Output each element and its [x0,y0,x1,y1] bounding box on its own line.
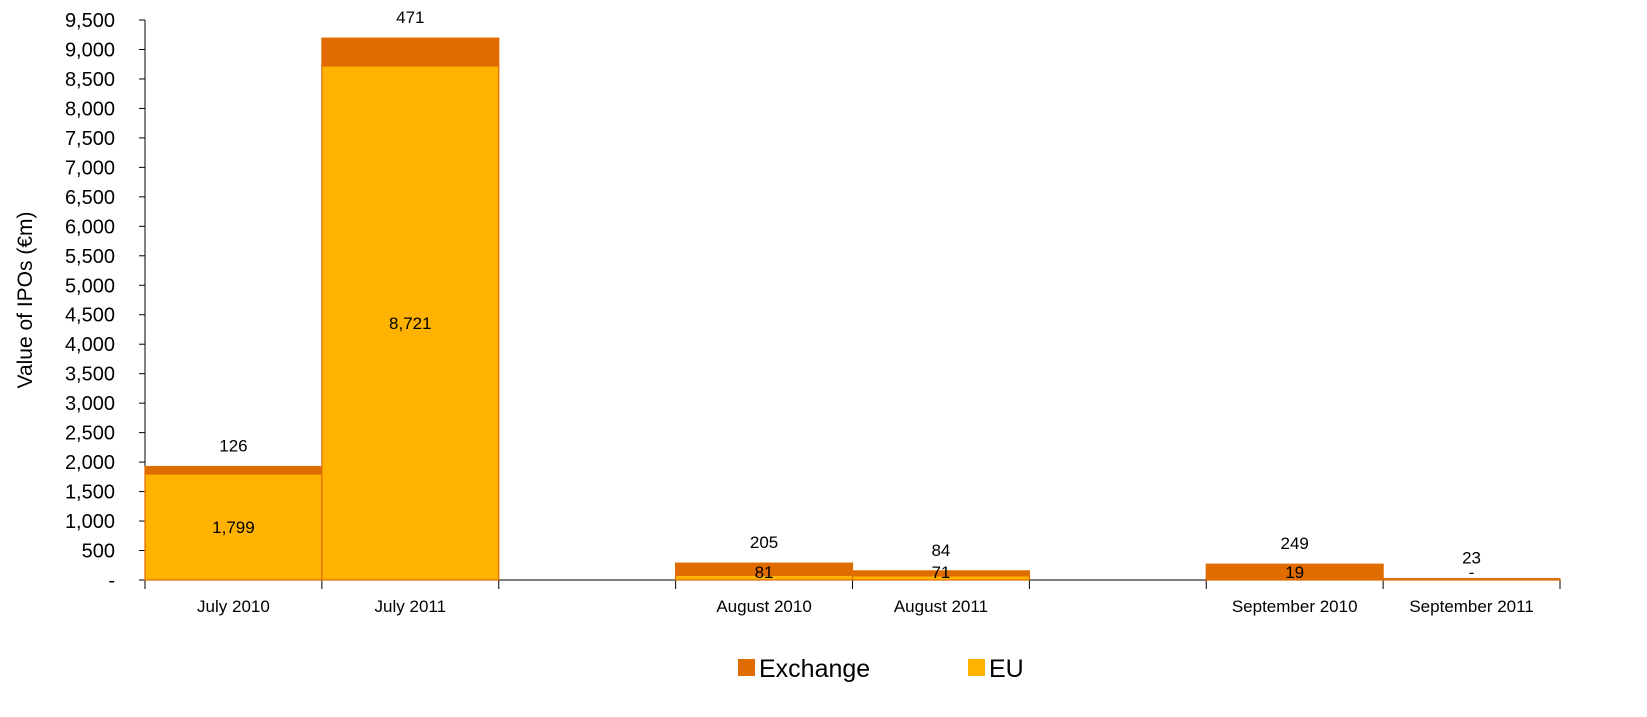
legend-swatch [968,659,985,676]
y-tick-label: - [108,570,115,592]
legend-swatch [738,659,755,676]
data-label-exchange: 23 [1462,549,1481,568]
y-tick-label: 8,500 [65,69,115,91]
bar-segment-exchange [1205,563,1384,580]
y-tick-label: 500 [82,541,115,563]
x-category-label: August 2011 [894,597,988,616]
y-tick-label: 3,500 [65,364,115,386]
x-category-label: September 2011 [1409,597,1533,616]
y-tick-label: 1,000 [65,511,115,533]
y-tick-label: 5,500 [65,246,115,268]
y-tick-label: 1,500 [65,482,115,504]
y-tick-label: 4,500 [65,305,115,327]
y-tick-label: 6,000 [65,216,115,238]
bar-segment-eu [144,473,323,581]
bar-segment-exchange [851,570,1030,577]
x-category-label: August 2010 [716,597,811,616]
bar-segment-exchange [321,37,500,67]
data-label-exchange: 249 [1281,534,1309,553]
y-tick-label: 2,500 [65,423,115,445]
data-labels: 1,799 126 8,721 471 81 205 71 84 19 249 -23 [212,8,1481,582]
y-tick-label: 8,000 [65,98,115,120]
bar-segment-eu [321,65,500,581]
y-tick-label: 9,500 [65,10,115,32]
bars [144,37,1561,581]
y-tick-label: 9,000 [65,39,115,61]
data-label-eu: - [1469,563,1475,582]
x-ticks: July 2010 July 2011 August 2010 August 2011… [144,580,1561,616]
y-axis-title: Value of IPOs (€m) [14,211,37,388]
data-label-eu: 19 [1285,563,1304,582]
y-tick-label: 3,000 [65,393,115,415]
x-category-label: July 2011 [375,597,447,616]
bar-segment-exchange [675,562,854,576]
data-label-eu: 8,721 [389,314,432,333]
data-label-eu: 71 [931,563,950,582]
data-label-exchange: 126 [219,437,247,456]
bar-segment-exchange [1382,578,1561,581]
data-label-exchange: 471 [396,8,424,27]
data-label-eu: 81 [755,563,774,582]
y-ticks: - 500 1,000 1,500 2,000 2,500 3,000 3,500 4,000 4… [65,10,145,592]
data-label-eu: 1,799 [212,518,255,537]
data-label-exchange: 205 [750,533,778,552]
legend-label: Exchange [759,655,870,683]
x-category-label: September 2010 [1232,597,1358,616]
bar-segment-exchange [144,465,323,475]
y-tick-label: 7,500 [65,128,115,150]
data-label-exchange: 84 [931,541,950,560]
y-tick-label: 5,000 [65,275,115,297]
y-tick-label: 7,000 [65,157,115,179]
y-tick-label: 4,000 [65,334,115,356]
y-tick-label: 6,500 [65,187,115,209]
legend-label: EU [989,655,1024,683]
legend: Exchange EU [738,655,1024,683]
y-tick-label: 2,000 [65,452,115,474]
x-category-label: July 2010 [197,597,270,616]
